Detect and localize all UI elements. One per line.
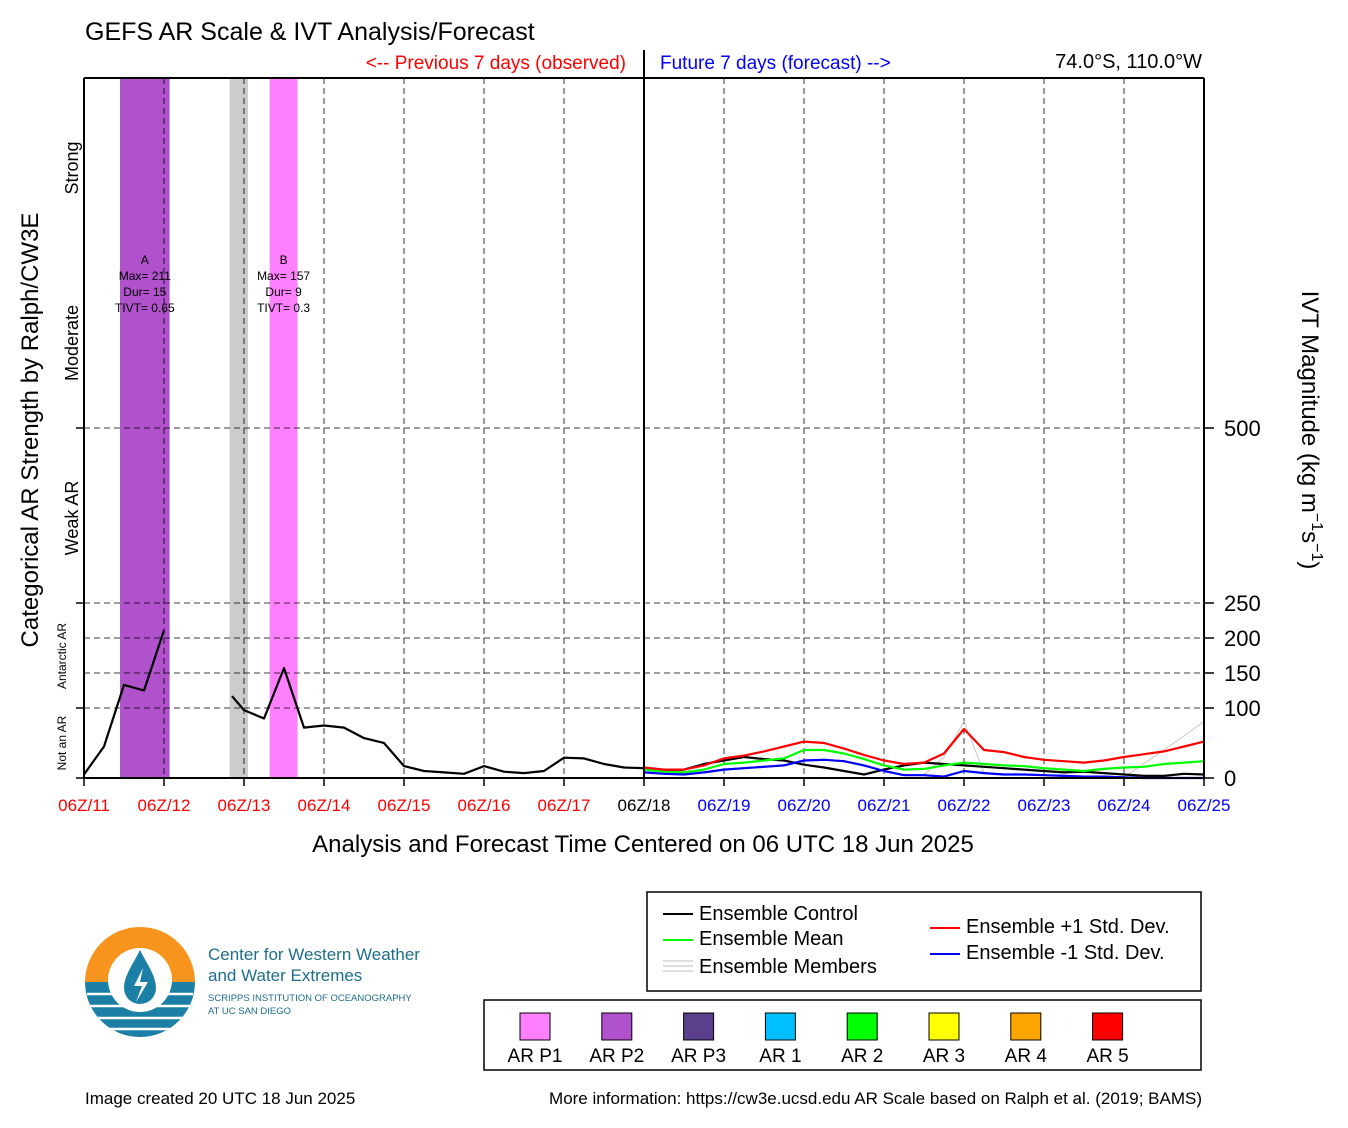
y-tick-labels: 0 100 150 200 250 500 (76, 416, 1261, 791)
category-label: Weak AR (62, 481, 82, 556)
left-axis-label: Categorical AR Strength by Ralph/CW3E (17, 213, 44, 648)
x-axis-label: Analysis and Forecast Time Centered on 0… (312, 831, 974, 858)
legend-label-minus-std: Ensemble -1 Std. Dev. (966, 942, 1165, 964)
ar-scale-swatches: AR P1 AR P2 AR P3 AR 1 AR 2 AR 3 AR 4 AR 5 (508, 1012, 1129, 1067)
ar-scale-label: AR P2 (589, 1046, 644, 1067)
category-labels: Strong Moderate Weak AR Antarctic AR Not an … (55, 141, 82, 770)
x-tick-label: 06Z/23 (1018, 796, 1071, 815)
ar-scale-swatch (1092, 1012, 1124, 1041)
legend-swatch-members (663, 960, 693, 972)
x-tick-label: 06Z/21 (858, 796, 911, 815)
ar-event-label-b: Max= 157 (257, 269, 310, 283)
series-line-ensemble-1-std-dev (643, 727, 1205, 771)
x-tick-label: 06Z/16 (458, 796, 511, 815)
cw3e-logo: Center for Western Weather and Water Ext… (85, 927, 420, 1037)
x-tick-label: 06Z/14 (298, 796, 351, 815)
y-tick-label: 100 (1224, 696, 1261, 721)
ar-scale-swatch (1010, 1012, 1042, 1041)
logo-line-4: AT UC SAN DIEGO (208, 1006, 291, 1017)
series-line-ensemble-control (83, 629, 166, 776)
x-tick-label: 06Z/17 (538, 796, 591, 815)
series-line-ensemble-mean (643, 748, 1205, 774)
ar-scale-swatch (601, 1012, 633, 1041)
ar-event-labels: A Max= 211 Dur= 15 TIVT= 0.65 B Max= 157 Dur= … (115, 253, 310, 315)
series-lines (83, 629, 1205, 780)
category-label: Not an AR (55, 715, 69, 770)
ar-scale-swatch (764, 1012, 796, 1041)
legend-label-plus-std: Ensemble +1 Std. Dev. (966, 916, 1170, 938)
legend-label-members: Ensemble Members (699, 956, 877, 978)
x-tick-label: 06Z/19 (698, 796, 751, 815)
ar-scale-label: AR P1 (508, 1046, 563, 1067)
x-tick-label: 06Z/15 (378, 796, 431, 815)
ar-event-label-b: B (280, 253, 288, 267)
x-tick-label: 06Z/20 (778, 796, 831, 815)
legend-box (646, 891, 1202, 992)
ar-event-band-b (269, 78, 298, 778)
x-tick-label: 06Z/22 (938, 796, 991, 815)
y-tick-label: 0 (1224, 766, 1236, 791)
right-axis-label: IVT Magnitude (kg m−1s−1) (1296, 291, 1325, 570)
ar-event-label-b: TIVT= 0.3 (257, 301, 310, 315)
ar-scale-swatch (846, 1012, 878, 1041)
ar-scale-swatch (928, 1012, 960, 1041)
x-tick-label: 06Z/18 (618, 796, 671, 815)
ar-event-label-a: Dur= 15 (123, 285, 166, 299)
ar-scale-label: AR 1 (759, 1046, 801, 1067)
ar-scale-label: AR 2 (841, 1046, 883, 1067)
y-tick-label: 150 (1224, 661, 1261, 686)
created-label: Image created 20 UTC 18 Jun 2025 (85, 1089, 355, 1108)
legend-label-mean: Ensemble Mean (699, 928, 844, 950)
ar-scale-label: AR 3 (923, 1046, 965, 1067)
category-label: Strong (62, 141, 82, 194)
ar-scale-label: AR 5 (1086, 1046, 1128, 1067)
ar-scale-label: AR 4 (1005, 1046, 1048, 1067)
ar-event-label-b: Dur= 9 (265, 285, 302, 299)
x-tick-label: 06Z/25 (1178, 796, 1231, 815)
ar-scale-label: AR P3 (671, 1046, 726, 1067)
ar-event-label-a: TIVT= 0.65 (115, 301, 175, 315)
x-tick-labels: 06Z/11 06Z/12 06Z/13 06Z/14 06Z/15 06Z/16 06Z/… (58, 778, 1230, 815)
previous-days-label: <-- Previous 7 days (observed) (366, 53, 626, 74)
chart-title: GEFS AR Scale & IVT Analysis/Forecast (85, 18, 535, 46)
lightning-icon (134, 968, 148, 1002)
series-line-ensemble-1-std-dev (643, 758, 1204, 780)
y-tick-label: 500 (1224, 416, 1261, 441)
x-tick-label: 06Z/12 (138, 796, 191, 815)
legend: Ensemble Control Ensemble Mean Ensemble … (646, 891, 1202, 992)
ar-event-label-a: A (141, 253, 149, 267)
future-days-label: Future 7 days (forecast) --> (660, 53, 891, 74)
ar-scale-swatch (519, 1012, 551, 1041)
x-tick-label: 06Z/13 (218, 796, 271, 815)
more-info-label: More information: https://cw3e.ucsd.edu … (549, 1089, 1202, 1108)
y-tick-label: 250 (1224, 591, 1261, 616)
logo-line-1: Center for Western Weather (208, 945, 420, 964)
x-tick-label: 06Z/24 (1098, 796, 1151, 815)
y-tick-label: 200 (1224, 626, 1261, 651)
logo-line-2: and Water Extremes (208, 966, 362, 985)
logo-line-3: SCRIPPS INSTITUTION OF OCEANOGRAPHY (208, 993, 412, 1004)
category-label: Moderate (62, 305, 82, 381)
axes (83, 50, 1205, 779)
x-tick-label: 06Z/11 (58, 796, 110, 815)
legend-label-control: Ensemble Control (699, 903, 858, 925)
ar-event-label-a: Max= 211 (119, 269, 171, 283)
category-label: Antarctic AR (55, 623, 69, 689)
ar-scale-swatch (683, 1012, 715, 1041)
location-label: 74.0°S, 110.0°W (1055, 51, 1202, 73)
